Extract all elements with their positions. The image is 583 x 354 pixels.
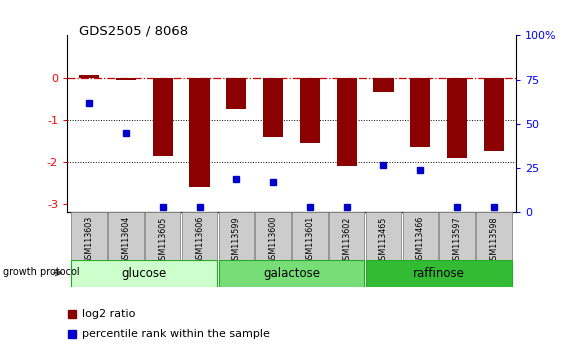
Bar <box>292 212 328 260</box>
Bar <box>336 78 357 166</box>
Bar <box>116 78 136 80</box>
Text: GSM113598: GSM113598 <box>489 216 498 265</box>
Bar <box>263 78 283 137</box>
Bar <box>79 75 99 78</box>
Bar <box>153 78 173 155</box>
Text: GSM113605: GSM113605 <box>158 216 167 264</box>
Bar <box>226 78 247 109</box>
Text: GSM113601: GSM113601 <box>305 216 314 264</box>
Text: GSM113466: GSM113466 <box>416 216 425 264</box>
Bar <box>366 260 511 287</box>
Text: GSM113606: GSM113606 <box>195 216 204 264</box>
Bar <box>476 212 511 260</box>
Text: log2 ratio: log2 ratio <box>82 309 135 319</box>
Bar <box>440 212 475 260</box>
Bar <box>366 212 401 260</box>
Text: GSM113602: GSM113602 <box>342 216 351 264</box>
Bar <box>72 260 217 287</box>
Bar <box>145 212 180 260</box>
Text: growth protocol: growth protocol <box>3 267 79 277</box>
Bar <box>484 78 504 151</box>
Text: GSM113599: GSM113599 <box>232 216 241 265</box>
Text: GSM113604: GSM113604 <box>121 216 131 264</box>
Bar <box>219 260 364 287</box>
Bar <box>255 212 291 260</box>
Bar <box>189 78 210 187</box>
Text: GSM113465: GSM113465 <box>379 216 388 264</box>
Bar <box>108 212 143 260</box>
Text: percentile rank within the sample: percentile rank within the sample <box>82 329 270 339</box>
Text: GSM113603: GSM113603 <box>85 216 94 264</box>
Bar <box>403 212 438 260</box>
Bar <box>182 212 217 260</box>
Bar <box>219 212 254 260</box>
Text: glucose: glucose <box>122 267 167 280</box>
Text: galactose: galactose <box>263 267 320 280</box>
Bar <box>410 78 430 147</box>
Text: GSM113600: GSM113600 <box>269 216 278 264</box>
Text: raffinose: raffinose <box>413 267 465 280</box>
Bar <box>300 78 320 143</box>
Bar <box>373 78 394 92</box>
Bar <box>72 212 107 260</box>
Bar <box>447 78 467 158</box>
Bar <box>329 212 364 260</box>
Text: GSM113597: GSM113597 <box>452 216 462 265</box>
Text: GDS2505 / 8068: GDS2505 / 8068 <box>79 25 188 38</box>
